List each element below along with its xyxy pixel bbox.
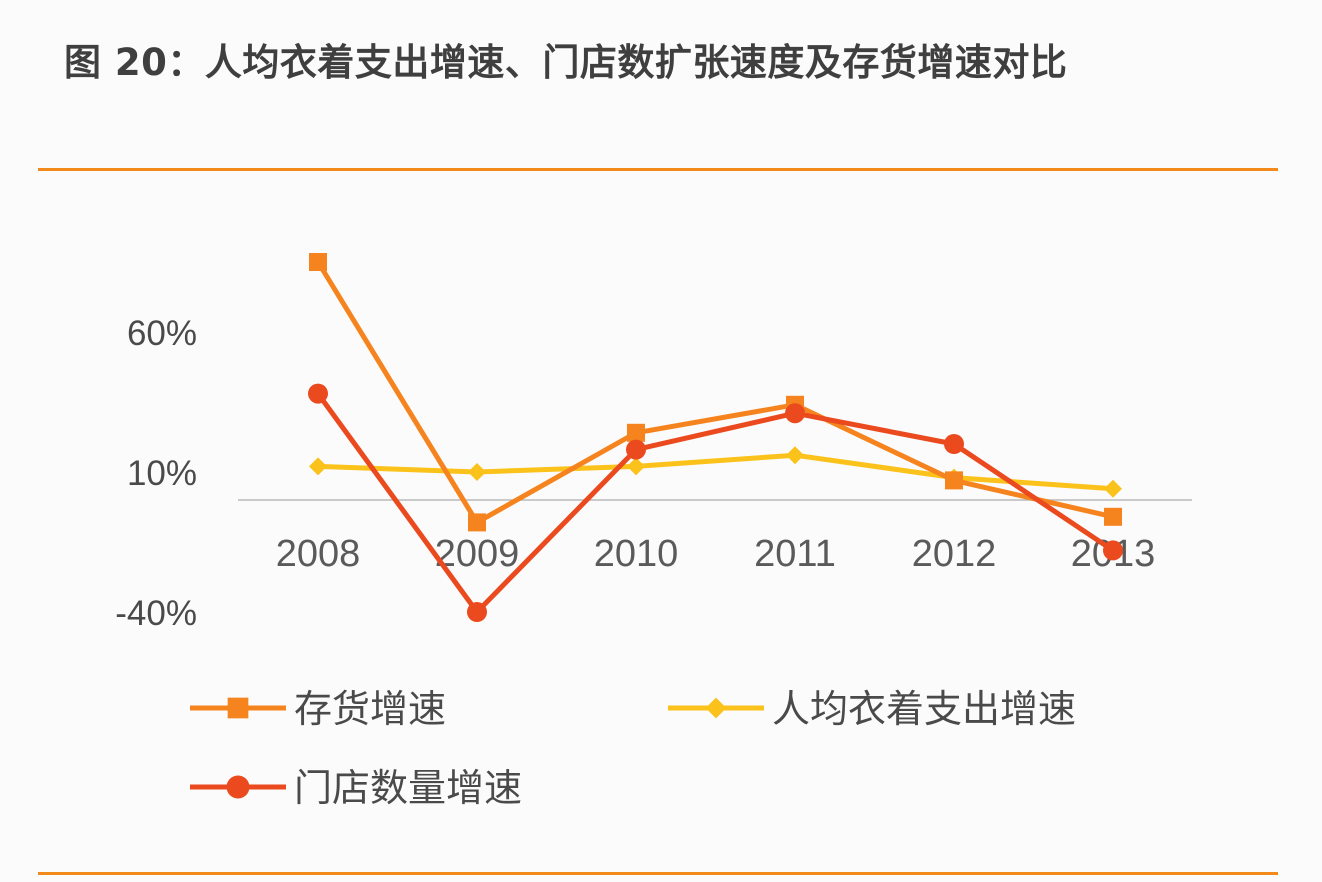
data-point-2: [1104, 479, 1122, 498]
data-point-3: [308, 383, 328, 404]
x-tick-label: 2012: [912, 533, 997, 575]
series-layer: [308, 253, 1123, 622]
data-point-3: [626, 439, 646, 460]
data-point-1: [945, 471, 963, 490]
legend-label: 门店数量增速: [294, 766, 522, 810]
data-point-3: [785, 403, 805, 424]
data-point-1: [468, 513, 486, 532]
y-tick-label: 60%: [127, 314, 197, 353]
series-line-3: [315, 392, 1115, 615]
data-point-1: [627, 423, 645, 442]
x-tick-label: 2008: [276, 533, 361, 575]
legend-swatch-marker: [705, 697, 727, 719]
bottom-divider: [38, 872, 1278, 875]
legend-label: 存货增速: [294, 687, 446, 731]
data-point-2: [786, 446, 804, 465]
y-tick-label: -40%: [115, 594, 197, 633]
legend-swatch-marker: [227, 697, 249, 719]
data-point-2: [627, 457, 645, 476]
y-tick-label: 10%: [127, 454, 197, 493]
chart-title: 图 20：人均衣着支出增速、门店数扩张速度及存货增速对比: [64, 41, 1068, 84]
x-tick-label: 2009: [435, 533, 520, 575]
x-tick-label: 2011: [754, 533, 836, 575]
data-point-2: [468, 463, 486, 481]
legend-swatch-marker: [226, 775, 250, 799]
data-point-3: [1103, 540, 1123, 561]
data-point-3: [467, 602, 487, 622]
axis-layer: 60%10%-40%200820092010201120122013: [115, 314, 1192, 633]
data-point-3: [944, 434, 964, 454]
top-divider: [38, 168, 1278, 171]
x-tick-label: 2010: [594, 533, 679, 575]
data-point-1: [1104, 507, 1122, 526]
data-point-1: [309, 253, 327, 271]
data-point-2: [309, 457, 327, 476]
legend-label: 人均衣着支出增速: [772, 687, 1076, 731]
series-line-2: [317, 452, 1114, 492]
series-line-1: [315, 260, 1114, 525]
